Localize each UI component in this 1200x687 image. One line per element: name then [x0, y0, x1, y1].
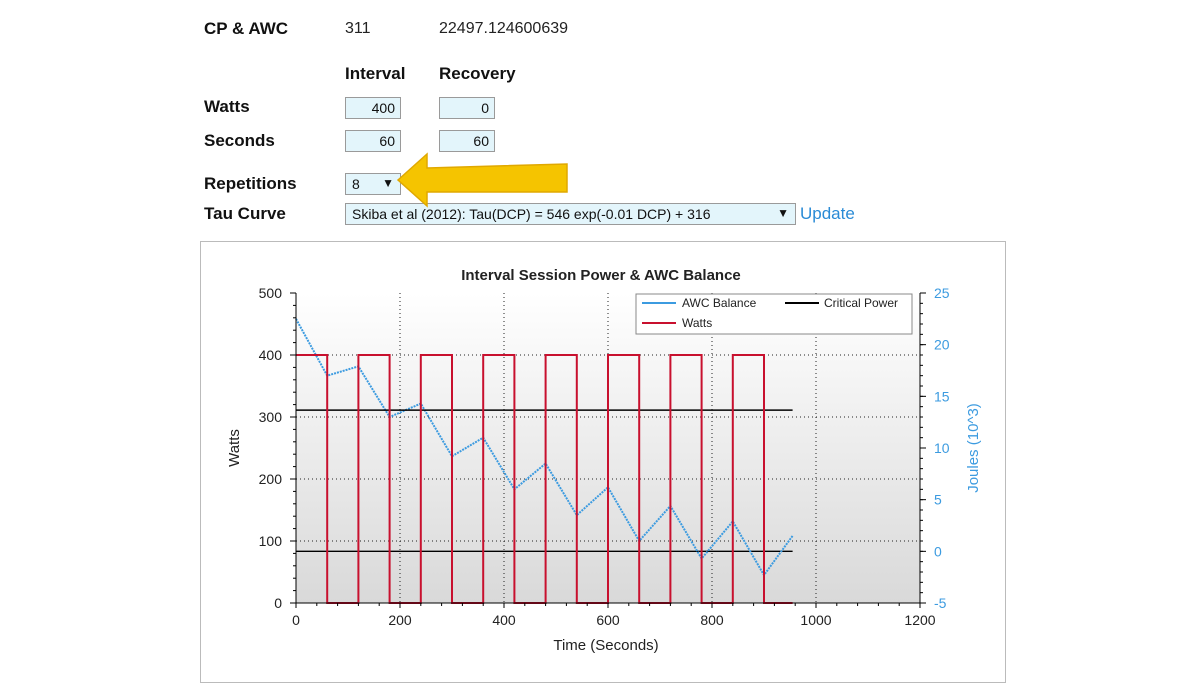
recovery-watts-input[interactable]: 0: [439, 97, 495, 119]
dropdown-arrow-icon: ▼: [382, 176, 394, 190]
legend-label-watts: Watts: [682, 316, 712, 330]
ticks: [290, 292, 926, 608]
legend: AWC Balance Critical Power Watts: [635, 293, 913, 335]
legend-label-critical: Critical Power: [824, 296, 898, 310]
update-link[interactable]: Update: [800, 204, 855, 223]
cp-value: 311: [345, 20, 371, 37]
x-tick-label: 1200: [904, 612, 935, 628]
recovery-column-header: Recovery: [439, 64, 516, 83]
legend-box: [635, 293, 913, 335]
y-tick-label: 300: [259, 409, 283, 425]
y2-tick-label: 15: [934, 388, 950, 404]
tau-curve-label: Tau Curve: [204, 204, 286, 223]
y-tick-label: 0: [274, 595, 282, 611]
x-tick-label: 400: [492, 612, 516, 628]
chart-title: Interval Session Power & AWC Balance: [461, 267, 741, 284]
series-layer: [295, 318, 794, 604]
watts-line: [296, 354, 793, 604]
x-tick-label: 600: [596, 612, 620, 628]
x-tick-label: 0: [292, 612, 300, 628]
x-axis-label: Time (Seconds): [553, 637, 658, 654]
tau-curve-select[interactable]: Skiba et al (2012): Tau(DCP) = 546 exp(-…: [345, 203, 796, 225]
y-axis-label: Watts: [226, 429, 243, 467]
repetitions-label: Repetitions: [204, 174, 297, 193]
y2-tick-label: 25: [934, 285, 950, 301]
y2-tick-label: 5: [934, 492, 942, 508]
tick-labels: 0 200 400 600 800 1000 1200 0 100 200 300 400 500 -5 0…: [259, 285, 950, 628]
seconds-label: Seconds: [204, 131, 275, 150]
interval-column-header: Interval: [345, 64, 406, 83]
y2-tick-label: 20: [934, 337, 950, 353]
chart: 0 200 400 600 800 1000 1200 0 100 200 300 400 500 -5 0…: [226, 267, 982, 654]
chart-panel: 0 200 400 600 800 1000 1200 0 100 200 300 400 500 -5 0…: [200, 241, 1006, 683]
y2-tick-label: 10: [934, 440, 950, 456]
interval-seconds-input[interactable]: 60: [345, 130, 401, 152]
y-tick-label: 500: [259, 285, 283, 301]
legend-label-awc: AWC Balance: [682, 296, 757, 310]
yellow-arrow-icon: [396, 152, 568, 208]
y-tick-label: 200: [259, 471, 283, 487]
watts-label: Watts: [204, 97, 250, 116]
y-tick-label: 400: [259, 347, 283, 363]
cp-awc-label: CP & AWC: [204, 19, 289, 38]
y-tick-label: 100: [259, 533, 283, 549]
x-tick-label: 1000: [800, 612, 831, 628]
repetitions-value: 8: [352, 176, 360, 192]
interval-watts-input[interactable]: 400: [345, 97, 401, 119]
x-tick-label: 200: [388, 612, 412, 628]
x-tick-label: 800: [700, 612, 724, 628]
y2-axis-label: Joules (10^3): [965, 403, 982, 493]
tau-curve-value: Skiba et al (2012): Tau(DCP) = 546 exp(-…: [352, 206, 711, 222]
awc-value: 22497.124600639: [439, 20, 569, 37]
awc-balance-line: [295, 318, 794, 577]
y2-tick-label: 0: [934, 543, 942, 559]
recovery-seconds-input[interactable]: 60: [439, 130, 495, 152]
y2-tick-label: -5: [934, 595, 947, 611]
dropdown-arrow-icon: ▼: [777, 206, 789, 220]
repetitions-select[interactable]: 8 ▼: [345, 173, 401, 195]
